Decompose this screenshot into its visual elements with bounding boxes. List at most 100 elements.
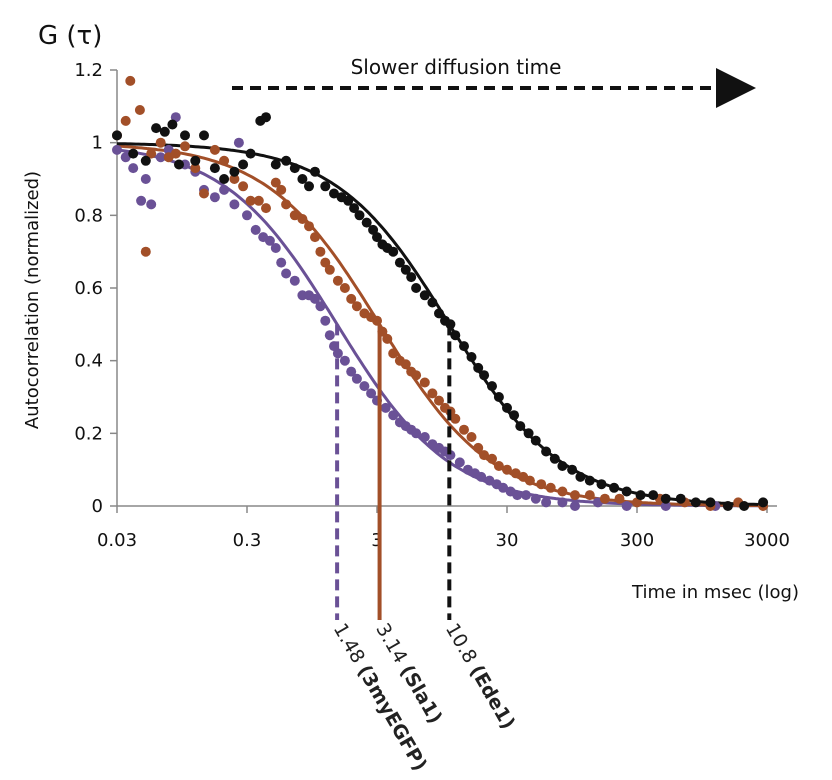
data-point	[372, 315, 382, 326]
data-point	[584, 490, 595, 501]
x-tick-label: 3000	[744, 530, 790, 551]
data-point	[134, 105, 145, 115]
data-point	[146, 148, 157, 159]
data-point	[339, 283, 350, 293]
x-axis-title: Time in msec (log)	[631, 582, 799, 603]
data-point	[155, 137, 166, 148]
data-point	[660, 501, 671, 511]
data-point	[614, 493, 625, 504]
data-point	[411, 283, 422, 293]
data-point	[509, 410, 520, 421]
data-point	[459, 424, 469, 435]
data-point	[427, 388, 438, 399]
data-point	[297, 174, 308, 184]
tau-label-2: 10.8 (Ede1)	[441, 620, 519, 734]
data-point	[705, 497, 716, 508]
data-point	[487, 453, 497, 464]
data-point	[281, 268, 292, 279]
data-point	[199, 130, 209, 141]
data-point	[289, 163, 300, 174]
data-point	[493, 392, 504, 402]
x-tick-label: 0.3	[233, 530, 262, 551]
data-point	[351, 373, 362, 384]
data-point	[310, 293, 320, 304]
data-point	[310, 166, 320, 177]
data-point	[557, 497, 568, 508]
y-tick-label: 0.4	[74, 351, 103, 372]
data-point	[388, 246, 399, 257]
data-point	[419, 290, 430, 301]
data-point	[349, 203, 360, 214]
data-point	[329, 188, 339, 199]
data-point	[140, 174, 151, 184]
data-point	[675, 493, 686, 504]
data-point	[297, 214, 308, 224]
data-point	[450, 413, 461, 424]
data-point	[557, 486, 568, 497]
data-point	[270, 177, 281, 188]
data-point	[502, 402, 512, 413]
data-point	[473, 362, 484, 373]
data-point	[411, 370, 422, 381]
data-point	[493, 461, 504, 471]
data-point	[136, 195, 147, 206]
data-point	[361, 217, 372, 228]
data-point	[545, 482, 556, 493]
x-tick-label: 3	[371, 530, 382, 551]
data-point	[434, 308, 444, 319]
data-point	[320, 315, 331, 326]
data-point	[219, 174, 230, 184]
y-tick-label: 1	[92, 133, 103, 154]
data-point	[304, 221, 314, 232]
data-point	[524, 475, 535, 486]
data-point	[219, 155, 230, 166]
x-tick-label: 0.03	[97, 530, 137, 551]
data-point	[459, 341, 469, 352]
data-point	[112, 130, 122, 141]
data-point	[487, 381, 497, 392]
data-point	[466, 432, 477, 442]
data-point	[151, 123, 162, 134]
data-point	[575, 471, 586, 482]
data-point	[140, 246, 151, 257]
data-point	[281, 155, 292, 166]
data-point	[354, 210, 365, 221]
data-point	[324, 330, 335, 341]
data-point	[229, 166, 240, 177]
data-point	[419, 432, 430, 442]
data-point	[270, 243, 281, 253]
data-point	[515, 421, 526, 432]
data-point	[245, 195, 256, 206]
data-point	[209, 144, 220, 155]
data-point	[523, 428, 534, 439]
data-point	[315, 301, 326, 312]
data-point	[648, 490, 659, 501]
data-point	[125, 75, 136, 86]
data-point	[320, 257, 331, 268]
data-point	[346, 293, 357, 304]
data-point	[219, 184, 230, 195]
data-point	[479, 450, 490, 461]
data-point	[609, 482, 620, 493]
data-point	[276, 257, 287, 268]
data-point	[536, 479, 547, 490]
x-tick-label: 300	[620, 530, 654, 551]
data-point	[120, 152, 131, 163]
data-point	[320, 181, 331, 192]
data-point	[351, 301, 362, 312]
data-point	[128, 148, 139, 159]
data-point	[521, 490, 531, 501]
data-point	[400, 264, 411, 275]
data-point	[343, 195, 354, 206]
data-point	[427, 297, 438, 308]
data-point	[596, 479, 607, 490]
data-point	[346, 366, 357, 377]
y-tick-label: 0	[92, 496, 103, 517]
data-point	[466, 352, 477, 362]
data-point	[276, 184, 287, 195]
data-point	[229, 199, 240, 210]
data-point	[174, 159, 184, 170]
data-point	[530, 493, 541, 504]
data-point	[382, 333, 393, 344]
